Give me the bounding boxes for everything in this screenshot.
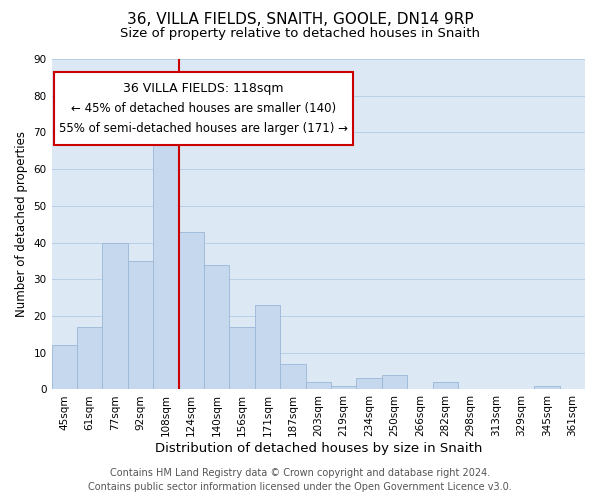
Bar xyxy=(128,261,153,390)
Text: Contains HM Land Registry data © Crown copyright and database right 2024.
Contai: Contains HM Land Registry data © Crown c… xyxy=(88,468,512,492)
Bar xyxy=(52,346,77,390)
FancyBboxPatch shape xyxy=(54,72,353,145)
Text: 36 VILLA FIELDS: 118sqm: 36 VILLA FIELDS: 118sqm xyxy=(124,82,284,94)
Bar xyxy=(305,382,331,390)
Bar xyxy=(77,327,103,390)
X-axis label: Distribution of detached houses by size in Snaith: Distribution of detached houses by size … xyxy=(155,442,482,455)
Text: 36, VILLA FIELDS, SNAITH, GOOLE, DN14 9RP: 36, VILLA FIELDS, SNAITH, GOOLE, DN14 9R… xyxy=(127,12,473,28)
Text: ← 45% of detached houses are smaller (140): ← 45% of detached houses are smaller (14… xyxy=(71,102,336,115)
Bar xyxy=(331,386,356,390)
Y-axis label: Number of detached properties: Number of detached properties xyxy=(15,131,28,317)
Text: Size of property relative to detached houses in Snaith: Size of property relative to detached ho… xyxy=(120,28,480,40)
Bar xyxy=(153,118,179,390)
Bar xyxy=(356,378,382,390)
Bar xyxy=(280,364,305,390)
Text: 55% of semi-detached houses are larger (171) →: 55% of semi-detached houses are larger (… xyxy=(59,122,348,136)
Bar xyxy=(534,386,560,390)
Bar xyxy=(382,375,407,390)
Bar xyxy=(179,232,204,390)
Bar xyxy=(255,305,280,390)
Bar xyxy=(229,327,255,390)
Bar xyxy=(204,264,229,390)
Bar xyxy=(433,382,458,390)
Bar xyxy=(103,242,128,390)
